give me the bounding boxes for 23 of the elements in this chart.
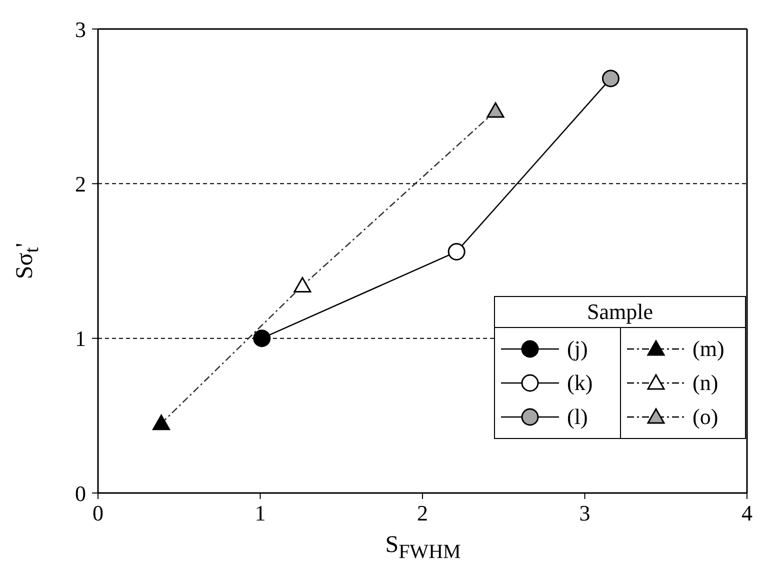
x-axis-title: S$_{FWHM}$ [384,532,462,564]
legend-title: Sample [495,297,745,328]
point [602,70,620,88]
legend-label: (k) [567,370,593,396]
point [253,330,271,348]
y-tick-label: 1 [75,326,86,352]
y-tick-label: 3 [75,16,86,42]
legend-label: (m) [692,336,724,362]
x-tick-label: 4 [742,500,752,526]
legend-label: (o) [692,404,718,430]
legend-label: (l) [567,404,588,430]
x-tick-label: 2 [417,500,428,526]
legend-label: (j) [567,336,588,362]
point [294,276,312,292]
x-tick-label: 3 [579,500,590,526]
point [448,242,466,260]
x-tick-label: 1 [254,500,266,526]
y-tick-label: 0 [75,480,86,506]
y-tick-label: 2 [75,171,86,196]
legend-label: (n) [692,370,718,396]
point [486,102,504,118]
point [152,414,170,430]
x-tick-label: 0 [92,500,104,526]
